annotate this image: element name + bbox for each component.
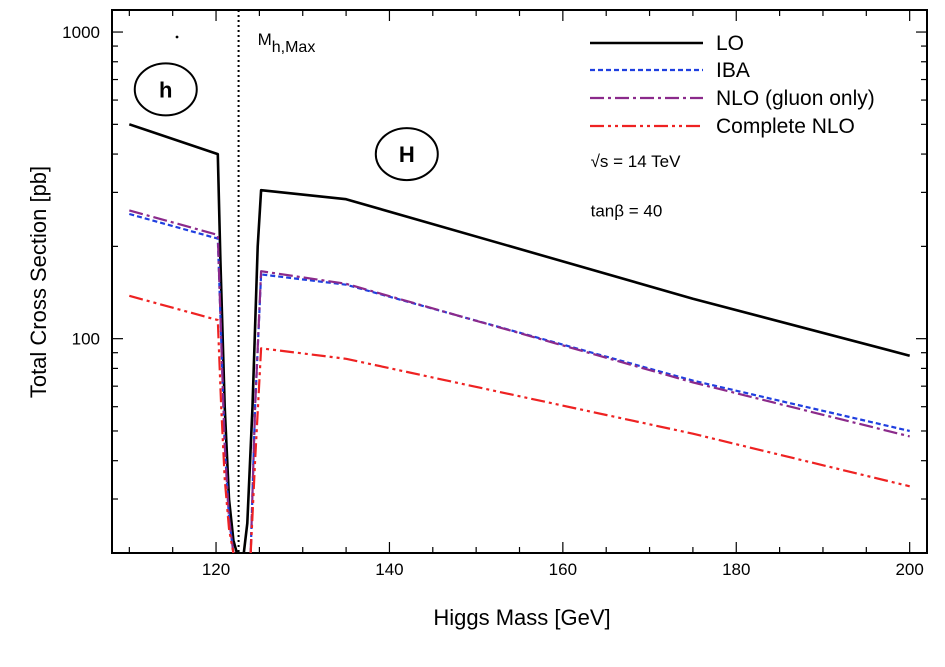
region-label: H [399,142,415,167]
annotation-text: √s = 14 TeV [591,152,681,171]
x-tick-label: 200 [895,560,923,579]
axis-ticks [112,10,927,554]
legend-label: Complete NLO [716,115,855,138]
legend-label: IBA [716,59,750,82]
x-tick-label: 120 [202,560,230,579]
marker-dot [175,35,179,39]
legend: LO IBA NLO (gluon only) Complete NLO [590,32,875,138]
x-axis-label: Higgs Mass [GeV] [433,605,610,630]
y-tick-label: 100 [72,330,100,349]
series-line [249,347,910,553]
x-tick-label: 180 [722,560,750,579]
annotations: Mh,Max h H √s = 14 TeV tanβ = 40 [133,10,681,553]
series-lines [128,123,911,553]
region-ellipse [374,127,439,182]
series-line [242,188,911,553]
series-line [129,294,235,553]
tick-labels: 120 140 160 180 200 100 1000 [62,23,924,579]
series-line [249,273,910,553]
series-line [249,270,910,553]
mhmax-label: Mh,Max [258,30,316,56]
series-line [128,123,239,553]
y-tick-label: 1000 [62,23,100,42]
region-label: h [159,77,172,102]
x-tick-label: 160 [549,560,577,579]
region-ellipse [133,62,198,117]
series-line [129,209,235,553]
x-tick-label: 140 [375,560,403,579]
legend-label: NLO (gluon only) [716,87,875,110]
y-axis-label: Total Cross Section [pb] [26,166,51,398]
annotation-text: tanβ = 40 [591,201,663,220]
legend-label: LO [716,32,744,55]
series-line [129,212,235,553]
